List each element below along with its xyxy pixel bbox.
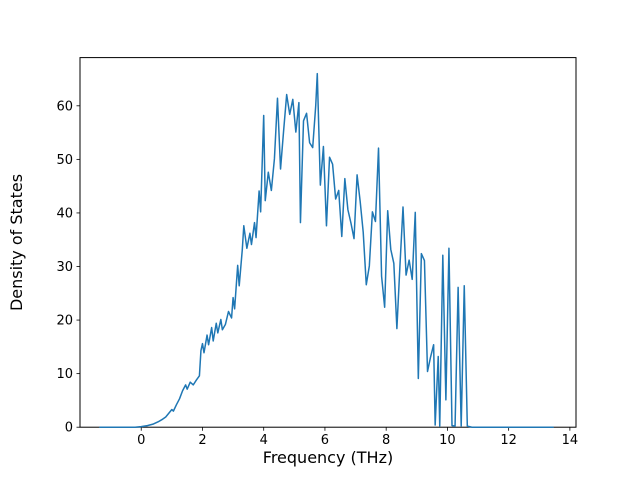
- dos-line: [99, 72, 554, 428]
- y-tick-label: 50: [56, 153, 73, 168]
- x-tick-label: 8: [382, 433, 390, 448]
- y-tick-label: 60: [56, 99, 73, 114]
- axes-frame: [79, 57, 577, 428]
- y-tick-label: 0: [65, 421, 73, 436]
- y-axis-label: Density of States: [7, 174, 26, 311]
- x-tick-label: 2: [198, 433, 206, 448]
- x-tick-label: 14: [562, 433, 579, 448]
- y-tick-label: 40: [56, 206, 73, 221]
- y-tick-label: 30: [56, 260, 73, 275]
- y-tick-label: 20: [56, 314, 73, 329]
- x-tick-label: 10: [439, 433, 456, 448]
- x-tick-label: 4: [260, 433, 268, 448]
- plot-area: 0 2 4 6 8 10 12 14 0 10 20 30 40 50 60: [56, 57, 579, 448]
- x-tick-label: 12: [500, 433, 517, 448]
- x-axis-label: Frequency (THz): [263, 448, 393, 467]
- x-tick-label: 6: [321, 433, 329, 448]
- y-tick-label: 10: [56, 367, 73, 382]
- x-tick-label: 0: [137, 433, 145, 448]
